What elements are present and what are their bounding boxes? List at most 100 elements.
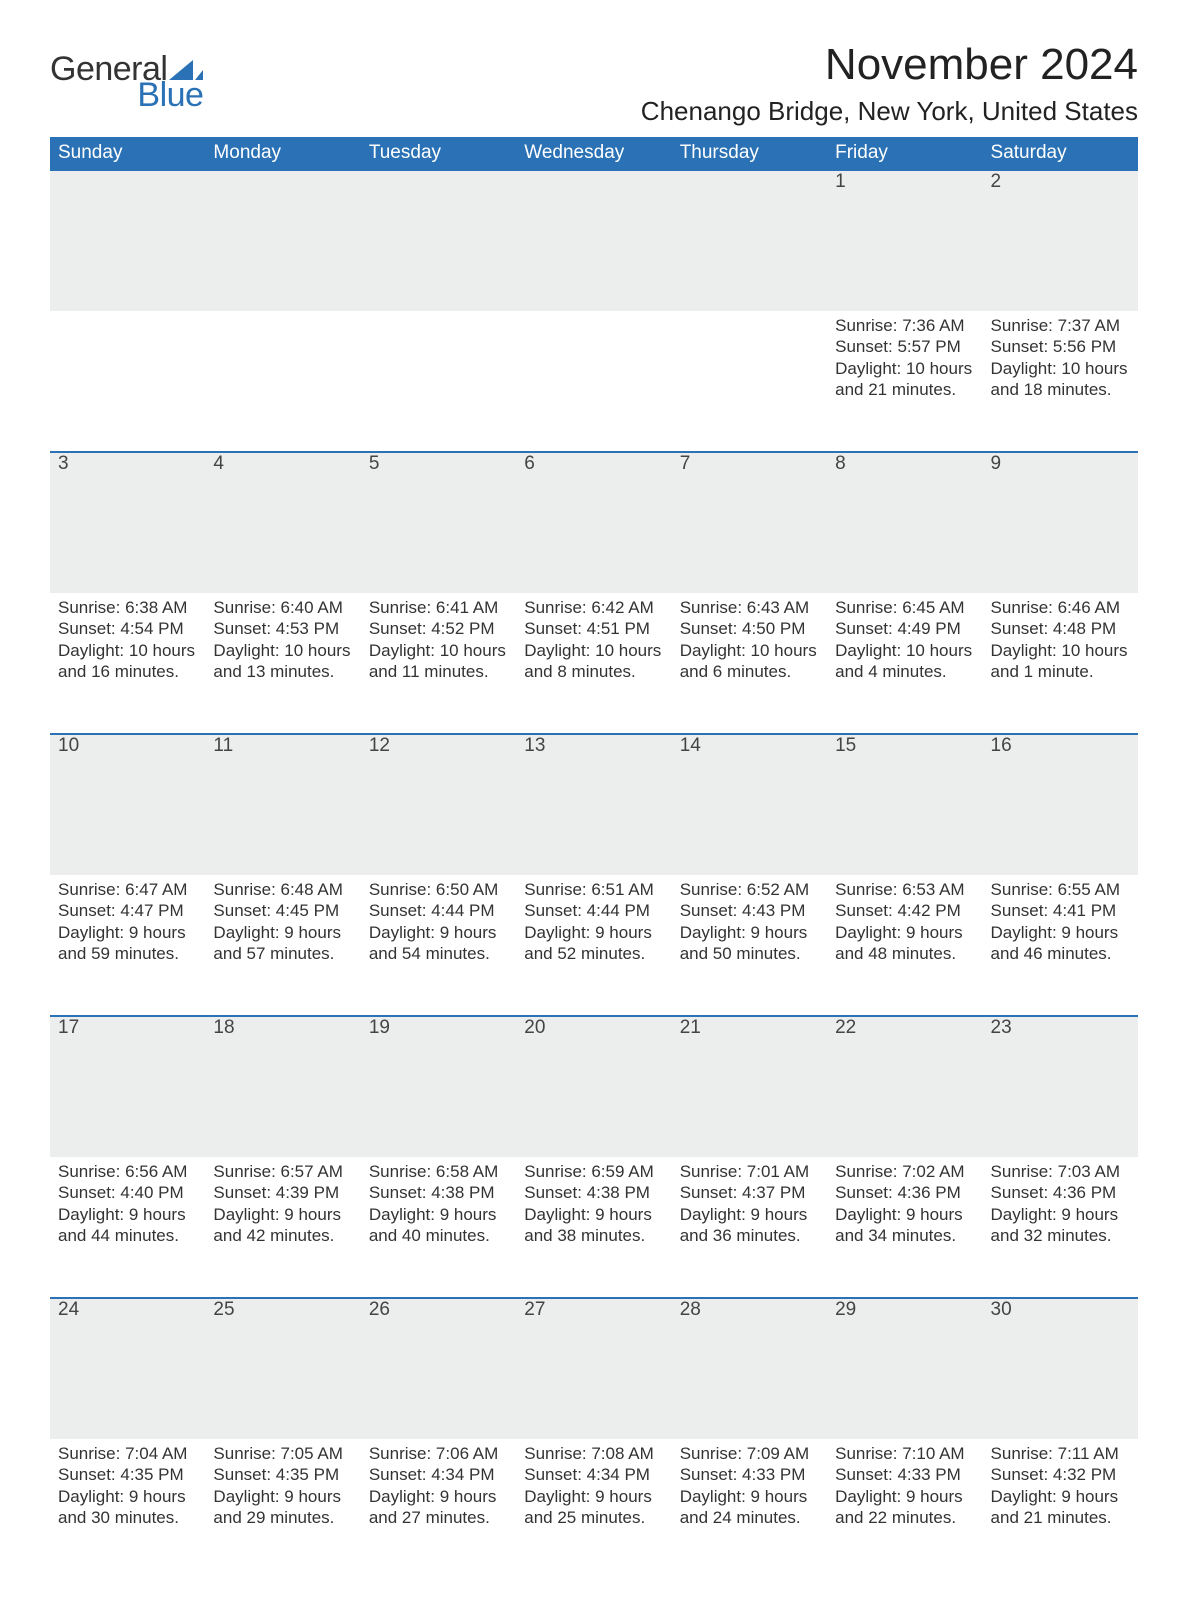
day-dl2: and 32 minutes. — [991, 1225, 1130, 1246]
day-number: 22 — [835, 1017, 856, 1038]
day-info-cell: Sunrise: 6:38 AMSunset: 4:54 PMDaylight:… — [50, 593, 205, 734]
day-info-cell: Sunrise: 6:53 AMSunset: 4:42 PMDaylight:… — [827, 875, 982, 1016]
day-dl1: Daylight: 10 hours — [58, 640, 197, 661]
day-number: 7 — [680, 453, 691, 474]
day-info: Sunrise: 7:02 AMSunset: 4:36 PMDaylight:… — [835, 1157, 974, 1246]
day-sunset: Sunset: 4:38 PM — [524, 1182, 663, 1203]
day-sunset: Sunset: 4:49 PM — [835, 618, 974, 639]
day-info: Sunrise: 7:01 AMSunset: 4:37 PMDaylight:… — [680, 1157, 819, 1246]
day-info-cell: Sunrise: 7:08 AMSunset: 4:34 PMDaylight:… — [516, 1439, 671, 1579]
day-info: Sunrise: 6:51 AMSunset: 4:44 PMDaylight:… — [524, 875, 663, 964]
day-number-cell: 27 — [516, 1298, 671, 1439]
calendar-week-info-row: Sunrise: 6:47 AMSunset: 4:47 PM Daylight:… — [50, 875, 1138, 1016]
day-dl1: Daylight: 9 hours — [213, 1204, 352, 1225]
day-dl2: and 8 minutes. — [524, 661, 663, 682]
day-number: 29 — [835, 1299, 856, 1320]
day-number-cell: 2 — [983, 170, 1138, 311]
day-number: 3 — [58, 453, 69, 474]
day-sunrise: Sunrise: 6:57 AM — [213, 1161, 352, 1182]
day-info-cell: Sunrise: 6:42 AMSunset: 4:51 PMDaylight:… — [516, 593, 671, 734]
day-dl1: Daylight: 9 hours — [991, 922, 1130, 943]
day-sunrise: Sunrise: 7:36 AM — [835, 315, 974, 336]
day-number: 8 — [835, 453, 846, 474]
day-number: 4 — [213, 453, 224, 474]
day-sunset: Sunset: 4:40 PM — [58, 1182, 197, 1203]
day-number-cell: 19 — [361, 1016, 516, 1157]
day-sunset: Sunset: 4:38 PM — [369, 1182, 508, 1203]
day-sunset: Sunset: 4:44 PM — [369, 900, 508, 921]
day-dl1: Daylight: 9 hours — [835, 1486, 974, 1507]
day-sunset: Sunset: 4:39 PM — [213, 1182, 352, 1203]
day-number-cell: 17 — [50, 1016, 205, 1157]
day-number: 12 — [369, 735, 390, 756]
day-number-cell: 24 — [50, 1298, 205, 1439]
day-sunrise: Sunrise: 6:47 AM — [58, 879, 197, 900]
day-sunset: Sunset: 4:37 PM — [680, 1182, 819, 1203]
day-sunset: Sunset: 4:33 PM — [680, 1464, 819, 1485]
day-number: 18 — [213, 1017, 234, 1038]
day-dl2: and 29 minutes. — [213, 1507, 352, 1528]
day-number-cell: 29 — [827, 1298, 982, 1439]
day-number: 15 — [835, 735, 856, 756]
calendar-week-daynum-row: 3456789 — [50, 452, 1138, 593]
day-number-cell: 15 — [827, 734, 982, 875]
day-header: Sunday — [50, 137, 205, 170]
day-info-cell — [205, 311, 360, 452]
day-dl2: and 4 minutes. — [835, 661, 974, 682]
day-sunset: Sunset: 4:35 PM — [58, 1464, 197, 1485]
day-number-cell — [50, 170, 205, 311]
day-number: 24 — [58, 1299, 79, 1320]
day-sunset: Sunset: 4:47 PM — [58, 900, 197, 921]
day-number-cell: 4 — [205, 452, 360, 593]
day-sunset: Sunset: 5:57 PM — [835, 336, 974, 357]
day-info-cell: Sunrise: 6:55 AMSunset: 4:41 PMDaylight:… — [983, 875, 1138, 1016]
day-dl1: Daylight: 10 hours — [213, 640, 352, 661]
day-dl2: and 42 minutes. — [213, 1225, 352, 1246]
day-dl1: Daylight: 10 hours — [991, 358, 1130, 379]
day-dl1: Daylight: 9 hours — [369, 922, 508, 943]
brand-logo: General Blue — [50, 52, 203, 112]
month-title: November 2024 — [641, 40, 1138, 90]
day-info-cell: Sunrise: 6:41 AMSunset: 4:52 PMDaylight:… — [361, 593, 516, 734]
day-info: Sunrise: 6:46 AMSunset: 4:48 PMDaylight:… — [991, 593, 1130, 682]
day-dl1: Daylight: 9 hours — [991, 1486, 1130, 1507]
day-number: 6 — [524, 453, 535, 474]
day-dl1: Daylight: 9 hours — [213, 1486, 352, 1507]
day-dl2: and 34 minutes. — [835, 1225, 974, 1246]
day-number-cell: 8 — [827, 452, 982, 593]
day-dl1: Daylight: 9 hours — [369, 1486, 508, 1507]
day-sunrise: Sunrise: 7:10 AM — [835, 1443, 974, 1464]
day-info: Sunrise: 6:47 AMSunset: 4:47 PMDaylight:… — [58, 875, 197, 964]
day-info-cell: Sunrise: 6:50 AMSunset: 4:44 PMDaylight:… — [361, 875, 516, 1016]
brand-text: General Blue — [50, 52, 203, 112]
day-number: 25 — [213, 1299, 234, 1320]
calendar-week-daynum-row: 12 — [50, 170, 1138, 311]
day-sunrise: Sunrise: 7:03 AM — [991, 1161, 1130, 1182]
day-sunset: Sunset: 5:56 PM — [991, 336, 1130, 357]
calendar-page: General Blue November 2024 Chenango Brid… — [0, 0, 1188, 1609]
day-dl2: and 21 minutes. — [835, 379, 974, 400]
day-sunrise: Sunrise: 6:55 AM — [991, 879, 1130, 900]
calendar-week-daynum-row: 10111213141516 — [50, 734, 1138, 875]
day-info: Sunrise: 6:59 AMSunset: 4:38 PMDaylight:… — [524, 1157, 663, 1246]
title-block: November 2024 Chenango Bridge, New York,… — [641, 40, 1138, 137]
day-sunset: Sunset: 4:32 PM — [991, 1464, 1130, 1485]
day-sunset: Sunset: 4:36 PM — [991, 1182, 1130, 1203]
day-dl1: Daylight: 9 hours — [369, 1204, 508, 1225]
day-dl2: and 48 minutes. — [835, 943, 974, 964]
day-number: 16 — [991, 735, 1012, 756]
day-sunset: Sunset: 4:45 PM — [213, 900, 352, 921]
day-sunset: Sunset: 4:41 PM — [991, 900, 1130, 921]
day-sunrise: Sunrise: 6:53 AM — [835, 879, 974, 900]
day-dl2: and 18 minutes. — [991, 379, 1130, 400]
calendar-table: Sunday Monday Tuesday Wednesday Thursday… — [50, 137, 1138, 1579]
day-number: 5 — [369, 453, 380, 474]
day-sunset: Sunset: 4:34 PM — [524, 1464, 663, 1485]
day-dl1: Daylight: 9 hours — [58, 1204, 197, 1225]
day-info: Sunrise: 6:58 AMSunset: 4:38 PMDaylight:… — [369, 1157, 508, 1246]
day-dl2: and 11 minutes. — [369, 661, 508, 682]
day-info: Sunrise: 6:43 AMSunset: 4:50 PMDaylight:… — [680, 593, 819, 682]
day-number-cell: 28 — [672, 1298, 827, 1439]
day-info: Sunrise: 7:04 AMSunset: 4:35 PMDaylight:… — [58, 1439, 197, 1528]
day-number: 17 — [58, 1017, 79, 1038]
